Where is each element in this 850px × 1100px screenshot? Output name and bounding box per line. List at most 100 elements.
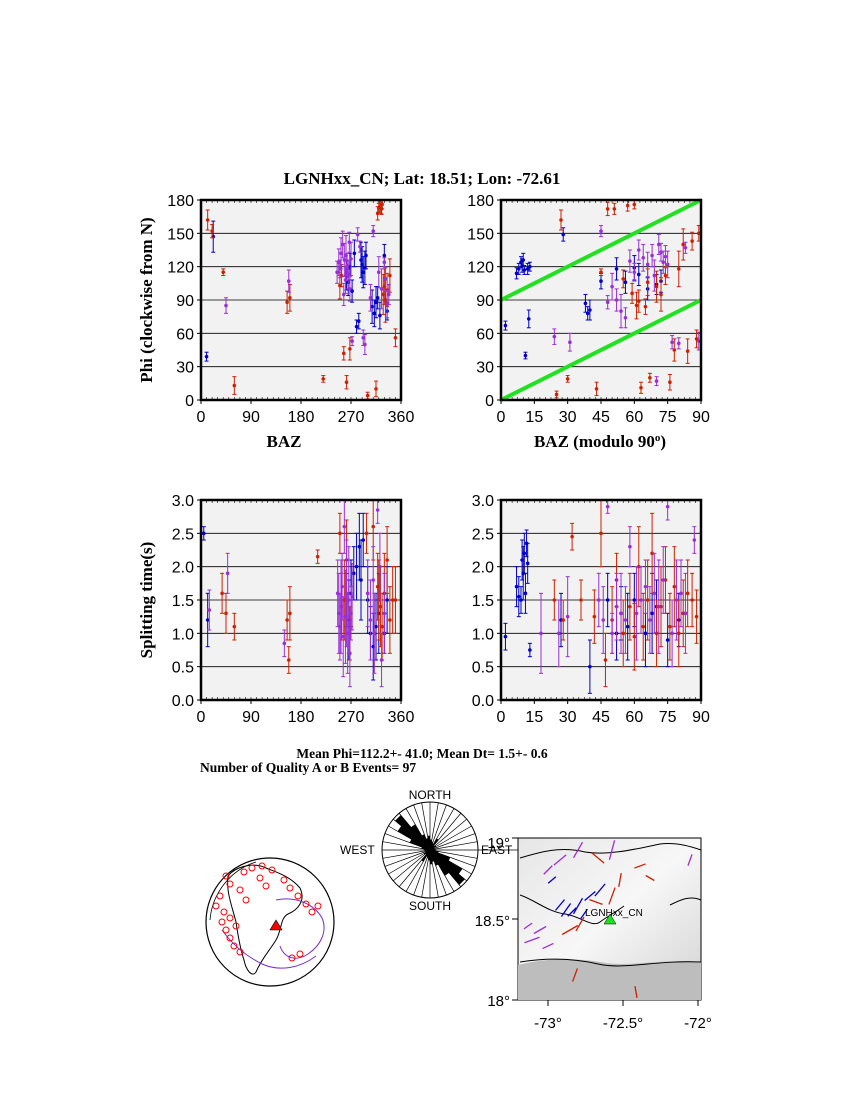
data-point — [639, 385, 643, 390]
y-tick-label: 150 — [167, 226, 194, 243]
splitting-bar — [572, 897, 584, 915]
y-axis-label: Splitting time(s) — [137, 542, 156, 659]
island-coastline — [669, 897, 702, 906]
rose-petal — [430, 839, 432, 850]
data-point — [561, 232, 566, 237]
data-point — [588, 664, 592, 669]
data-point — [588, 308, 592, 312]
rose-spoke — [405, 849, 431, 892]
data-point — [386, 292, 391, 297]
y-axis-label: Phi (clockwise from N) — [137, 217, 156, 382]
event-marker — [216, 892, 224, 900]
data-point — [210, 229, 214, 233]
rose-petal — [426, 850, 430, 852]
splitting-bar — [594, 883, 606, 897]
x-tick-label: 0 — [497, 409, 506, 426]
x-tick-label: 45 — [592, 709, 610, 726]
rose-petal — [430, 850, 450, 876]
data-point — [559, 218, 563, 222]
data-point — [370, 304, 374, 309]
event-marker — [294, 892, 302, 900]
data-point — [621, 277, 626, 281]
data-point — [286, 279, 291, 283]
data-point — [393, 598, 398, 602]
rose-spoke — [382, 841, 431, 851]
splitting-bar — [584, 891, 596, 901]
data-point — [630, 291, 634, 296]
rose-petal — [430, 841, 433, 850]
data-point — [672, 584, 677, 589]
data-point — [344, 380, 349, 385]
rose-petal — [426, 850, 430, 857]
data-point — [601, 618, 606, 622]
splitting-bar — [575, 916, 585, 932]
data-point — [696, 339, 701, 343]
data-point — [679, 591, 683, 596]
rose-spoke — [429, 818, 467, 851]
event-marker — [222, 926, 230, 934]
rose-petal — [430, 850, 436, 852]
data-point — [632, 270, 637, 275]
data-point — [350, 594, 354, 599]
data-point — [628, 604, 632, 609]
y-tick-label: 120 — [467, 260, 494, 277]
data-point — [285, 300, 289, 305]
data-point — [614, 298, 619, 302]
data-point — [670, 631, 674, 636]
data-point — [694, 337, 699, 341]
x-tick-label: 30 — [559, 409, 577, 426]
y-tick-label: 2.0 — [472, 560, 494, 577]
data-point — [634, 303, 639, 308]
data-point — [356, 319, 361, 323]
data-point — [661, 578, 666, 582]
data-point — [650, 551, 654, 556]
rose-petal — [425, 850, 430, 855]
rose-petal — [409, 839, 430, 850]
data-point — [621, 631, 626, 636]
data-point — [348, 347, 352, 351]
data-point — [539, 631, 543, 636]
data-point — [503, 323, 508, 328]
data-point — [368, 295, 373, 300]
data-point — [645, 598, 650, 602]
data-point — [365, 393, 370, 398]
data-point — [383, 298, 388, 302]
data-point — [374, 387, 378, 391]
data-point — [643, 631, 648, 636]
rose-petal — [421, 834, 430, 850]
event-marker — [230, 942, 238, 950]
y-tick-label: 1.5 — [172, 593, 194, 610]
rose-south-label: SOUTH — [409, 899, 451, 913]
data-point — [354, 564, 359, 569]
rose-petal — [430, 850, 465, 885]
rose-spoke — [429, 833, 476, 851]
plot-frame — [199, 498, 403, 702]
event-marker — [232, 922, 240, 930]
data-point — [643, 584, 648, 589]
data-point — [632, 202, 637, 207]
lat-tick-label: 19° — [487, 835, 510, 852]
regional-map: LGNHxx_CN 19° 18.5° 18° -73° -72.5° -72° — [475, 835, 712, 1032]
data-point — [372, 631, 377, 636]
x-tick-label: 90 — [692, 709, 710, 726]
data-point — [556, 631, 561, 636]
data-point — [315, 554, 320, 559]
splitting-bar — [572, 841, 584, 859]
plot-frame — [499, 198, 703, 402]
event-marker — [236, 948, 244, 956]
data-point — [628, 544, 632, 549]
data-point — [522, 551, 527, 556]
globe-event-markers — [212, 862, 322, 962]
rose-spoke — [429, 841, 478, 851]
data-point — [670, 340, 674, 345]
data-point — [205, 618, 210, 622]
fast-direction-rose: NORTH SOUTH WEST EAST — [340, 788, 518, 913]
data-point — [554, 392, 559, 397]
x-tick-label: 180 — [288, 409, 315, 426]
splitting-bar — [589, 898, 603, 906]
plot-frame — [499, 498, 703, 702]
data-point — [696, 231, 701, 236]
y-tick-label: 180 — [467, 193, 494, 210]
rose-petal — [430, 850, 451, 861]
data-point — [374, 300, 378, 305]
